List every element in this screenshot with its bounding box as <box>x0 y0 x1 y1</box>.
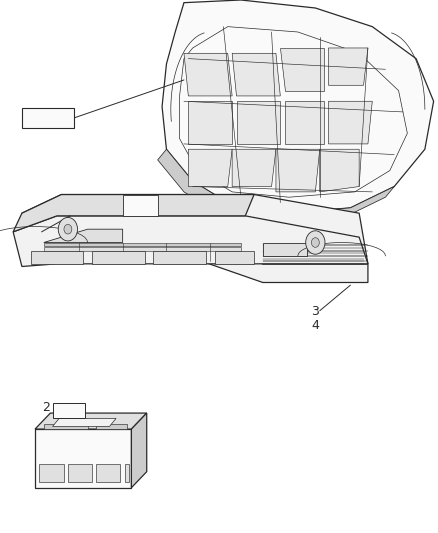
Polygon shape <box>35 429 131 488</box>
Polygon shape <box>328 48 368 85</box>
Polygon shape <box>44 247 241 251</box>
Polygon shape <box>153 251 206 264</box>
Polygon shape <box>35 413 147 429</box>
Polygon shape <box>123 195 158 216</box>
Circle shape <box>58 217 78 241</box>
Polygon shape <box>320 149 359 192</box>
Polygon shape <box>92 251 145 264</box>
Polygon shape <box>328 101 372 144</box>
Polygon shape <box>280 48 324 91</box>
Polygon shape <box>31 251 83 264</box>
Polygon shape <box>162 0 434 213</box>
Polygon shape <box>44 424 88 429</box>
Polygon shape <box>125 464 129 482</box>
Circle shape <box>64 224 72 234</box>
Polygon shape <box>188 149 232 187</box>
Polygon shape <box>232 149 276 187</box>
Polygon shape <box>68 464 92 482</box>
Text: 3: 3 <box>311 305 319 318</box>
Polygon shape <box>44 229 123 243</box>
Polygon shape <box>276 149 320 192</box>
Polygon shape <box>215 251 254 264</box>
Polygon shape <box>39 464 64 482</box>
Polygon shape <box>96 464 120 482</box>
Polygon shape <box>44 243 241 246</box>
Polygon shape <box>22 195 368 264</box>
Circle shape <box>306 231 325 254</box>
Text: 4: 4 <box>311 319 319 332</box>
Polygon shape <box>232 53 280 96</box>
Text: 2: 2 <box>42 401 50 414</box>
Polygon shape <box>188 101 232 144</box>
Polygon shape <box>53 418 116 426</box>
Polygon shape <box>237 101 280 144</box>
Circle shape <box>311 238 319 247</box>
Polygon shape <box>131 413 147 488</box>
Polygon shape <box>263 243 307 256</box>
Polygon shape <box>184 53 232 96</box>
Bar <box>53 403 85 418</box>
Text: 1: 1 <box>31 225 39 238</box>
Polygon shape <box>158 149 394 224</box>
Polygon shape <box>96 424 127 429</box>
Polygon shape <box>13 195 254 232</box>
Polygon shape <box>285 101 324 144</box>
Polygon shape <box>13 216 368 266</box>
Bar <box>22 108 74 128</box>
Polygon shape <box>22 243 368 282</box>
